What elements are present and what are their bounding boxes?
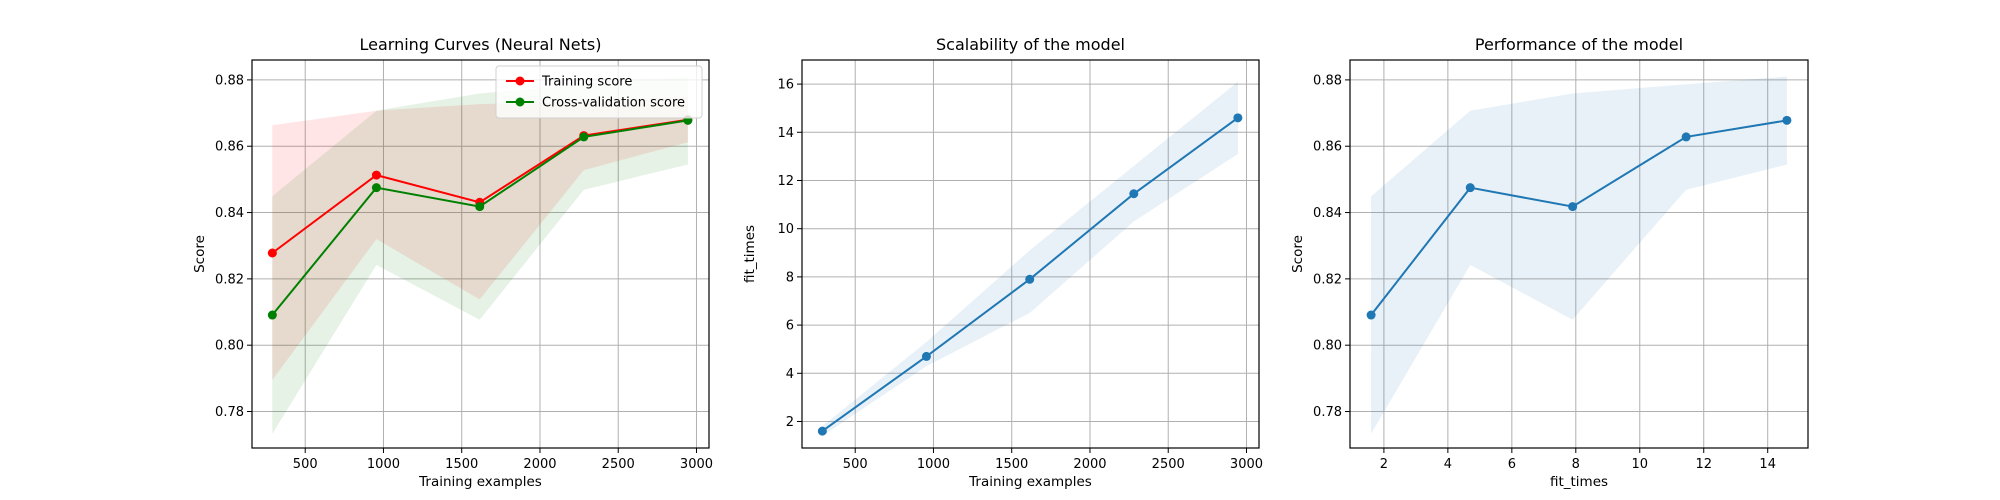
legend-marker xyxy=(515,97,525,107)
x-tick-label: 2 xyxy=(1380,457,1388,472)
data-point xyxy=(817,426,827,436)
y-tick-label: 10 xyxy=(777,222,794,237)
y-tick-label: 0.78 xyxy=(1313,405,1342,420)
data-point xyxy=(1233,113,1243,123)
confidence-band-1 xyxy=(272,96,688,381)
y-axis-label: Score xyxy=(192,235,208,273)
x-tick-label: 2500 xyxy=(602,457,635,472)
y-axis-label: fit_times xyxy=(742,225,758,283)
x-tick-label: 3000 xyxy=(1230,457,1263,472)
x-tick-label: 500 xyxy=(843,457,868,472)
data-point xyxy=(1129,189,1139,199)
x-tick-label: 3000 xyxy=(680,457,713,472)
chart-title: Learning Curves (Neural Nets) xyxy=(360,35,602,54)
x-tick-label: 1500 xyxy=(995,457,1028,472)
y-tick-label: 6 xyxy=(786,319,794,334)
legend-label: Cross-validation score xyxy=(542,96,685,111)
y-tick-label: 0.82 xyxy=(215,272,244,287)
x-tick-label: 1000 xyxy=(367,457,400,472)
confidence-band-1 xyxy=(1371,76,1787,434)
y-tick-label: 8 xyxy=(786,270,794,285)
y-tick-label: 0.78 xyxy=(215,405,244,420)
chart-panel-1: 500 1000 1500 2000 2500 3000 0.78 0.80 0.82 0.84 0… xyxy=(192,35,713,490)
data-point xyxy=(1681,132,1691,142)
y-tick-label: 0.80 xyxy=(215,339,244,354)
x-tick-label: 12 xyxy=(1695,457,1712,472)
y-tick-label: 0.88 xyxy=(1313,73,1342,88)
y-tick-label: 0.84 xyxy=(1313,206,1342,221)
y-tick-label: 14 xyxy=(777,126,794,141)
x-tick-label: 2000 xyxy=(1073,457,1106,472)
data-point xyxy=(921,351,931,361)
x-axis-label: Training examples xyxy=(418,474,542,490)
confidence-band-1 xyxy=(822,81,1238,436)
legend: Training score Cross-validation score xyxy=(495,65,703,119)
y-tick-label: 4 xyxy=(786,367,794,382)
data-point xyxy=(1568,202,1578,212)
chart-panel-3: 2 4 6 8 10 12 14 0.78 0.80 0.82 0.84 0.86 0.88 Perfor… xyxy=(1290,35,1809,490)
x-tick-label: 6 xyxy=(1508,457,1516,472)
data-point xyxy=(1366,310,1376,320)
x-tick-label: 2000 xyxy=(523,457,556,472)
x-tick-label: 8 xyxy=(1572,457,1580,472)
y-tick-label: 0.88 xyxy=(215,73,244,88)
y-tick-label: 2 xyxy=(786,415,794,430)
y-tick-label: 0.82 xyxy=(1313,272,1342,287)
confidence-band-2 xyxy=(272,76,688,434)
y-tick-label: 0.86 xyxy=(1313,140,1342,155)
data-point xyxy=(579,132,589,142)
legend-label: Training score xyxy=(541,75,632,90)
x-tick-label: 1500 xyxy=(445,457,478,472)
x-tick-label: 14 xyxy=(1759,457,1776,472)
x-axis-label: fit_times xyxy=(1550,474,1608,490)
data-point xyxy=(267,310,277,320)
y-tick-label: 0.80 xyxy=(1313,339,1342,354)
y-tick-label: 0.86 xyxy=(215,140,244,155)
x-tick-label: 500 xyxy=(293,457,318,472)
chart-panel-2: 500 1000 1500 2000 2500 3000 2 4 6 8 10 12 14 16 Scala… xyxy=(742,35,1263,490)
x-tick-label: 10 xyxy=(1631,457,1648,472)
x-tick-label: 1000 xyxy=(917,457,950,472)
legend-box xyxy=(495,65,703,119)
chart-title: Performance of the model xyxy=(1475,35,1683,54)
plot-frame xyxy=(1349,59,1809,449)
data-point xyxy=(1025,274,1035,284)
y-tick-label: 0.84 xyxy=(215,206,244,221)
data-point xyxy=(1782,115,1792,125)
x-tick-label: 4 xyxy=(1444,457,1452,472)
x-axis-label: Training examples xyxy=(968,474,1092,490)
legend-marker xyxy=(515,76,525,86)
data-point xyxy=(267,248,277,258)
data-point xyxy=(1465,183,1475,193)
data-point xyxy=(371,183,381,193)
x-tick-label: 2500 xyxy=(1152,457,1185,472)
plot-frame xyxy=(801,59,1260,449)
data-point xyxy=(371,170,381,180)
chart-title: Scalability of the model xyxy=(936,35,1125,54)
plot-frame xyxy=(251,59,710,449)
y-axis-label: Score xyxy=(1290,235,1306,273)
y-tick-label: 12 xyxy=(777,174,794,189)
data-point xyxy=(475,202,485,212)
y-tick-label: 16 xyxy=(777,78,794,93)
